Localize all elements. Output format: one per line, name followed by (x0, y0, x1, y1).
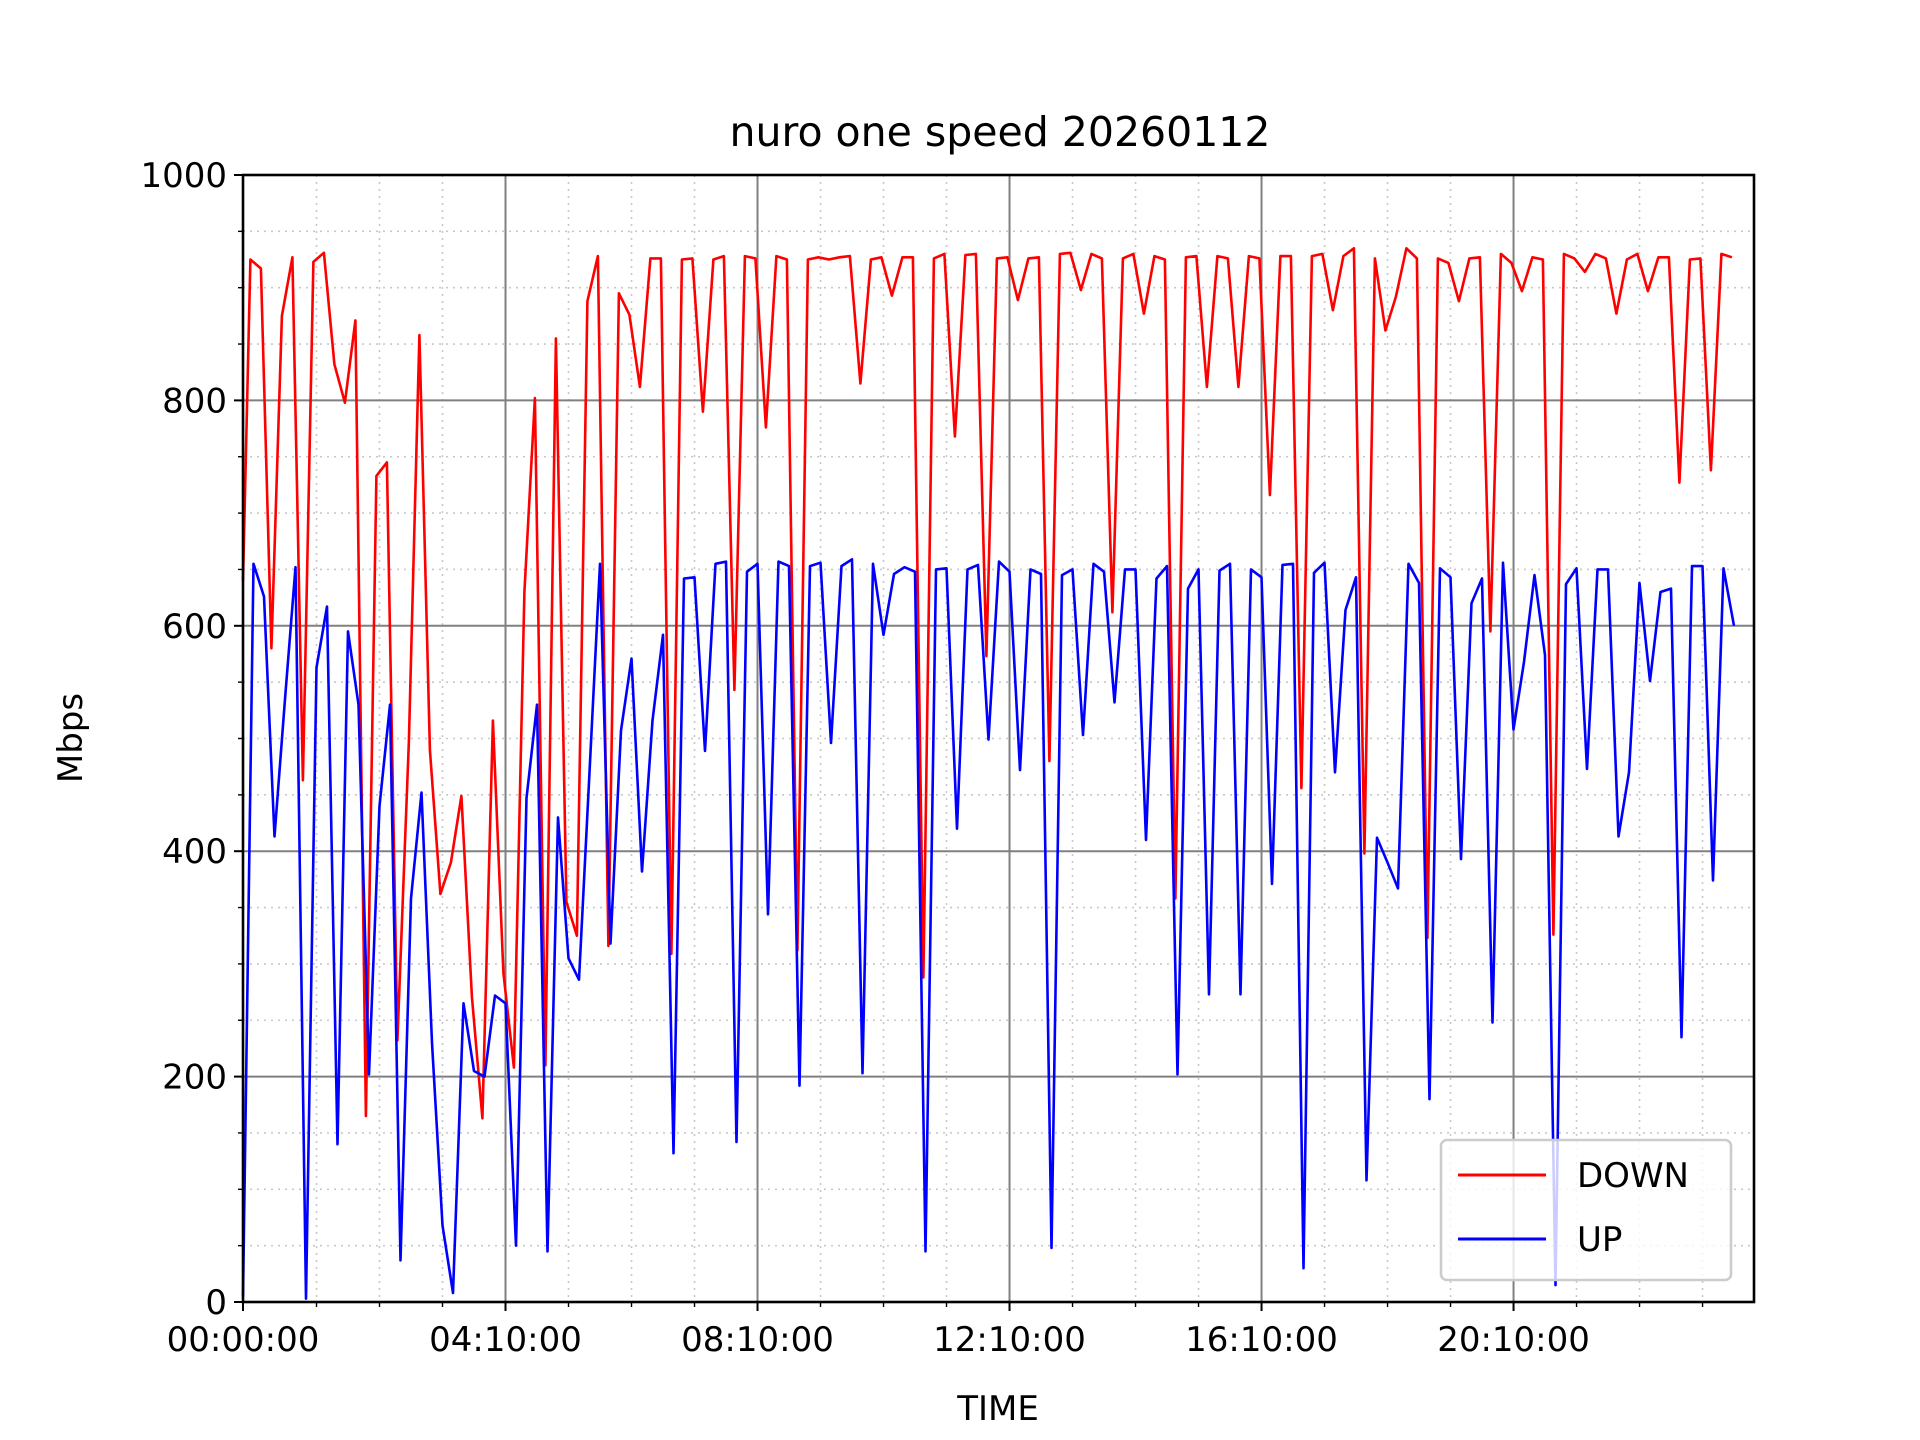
legend-label-up: UP (1577, 1220, 1622, 1260)
series-line-down (241, 247, 1733, 1120)
legend-label-down: DOWN (1577, 1156, 1689, 1196)
x-tick-label: 16:10:00 (1185, 1320, 1338, 1360)
x-tick-label: 20:10:00 (1437, 1320, 1590, 1360)
y-tick-label: 1000 (140, 156, 227, 196)
chart-title: nuro one speed 20260112 (730, 108, 1271, 156)
x-axis-label: TIME (956, 1389, 1039, 1429)
series-line-up (241, 557, 1736, 1300)
x-tick-label: 08:10:00 (681, 1320, 834, 1360)
y-tick-label: 800 (162, 381, 227, 421)
y-tick-label: 600 (162, 607, 227, 647)
y-tick-label: 400 (162, 832, 227, 872)
y-axis-label: Mbps (51, 693, 91, 783)
x-tick-label: 12:10:00 (933, 1320, 1086, 1360)
series-lines (241, 247, 1736, 1300)
x-tick-label: 00:00:00 (167, 1320, 320, 1360)
grid (242, 174, 1754, 1303)
y-tick-label: 0 (205, 1283, 227, 1323)
y-tick-label: 200 (162, 1058, 227, 1098)
legend: DOWN UP (1439, 1138, 1733, 1282)
x-tick-label: 04:10:00 (429, 1320, 582, 1360)
axis-ticks: 0 200 400 600 800 1000 00:00:00 04:10:00 08:10:0… (140, 156, 1704, 1360)
